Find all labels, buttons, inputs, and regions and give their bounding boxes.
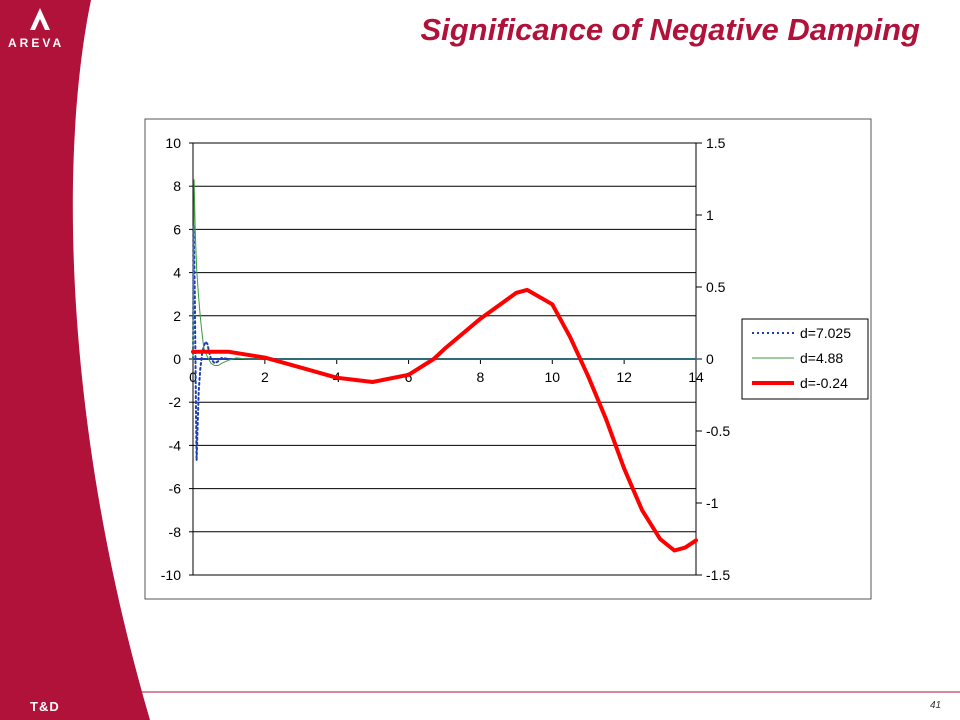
- y-left-tick-label: -8: [169, 524, 182, 540]
- y-left-tick-label: 2: [173, 308, 181, 324]
- x-tick-label: 12: [616, 369, 632, 385]
- brand-name: AREVA: [8, 36, 65, 50]
- y-left-tick-label: 8: [173, 178, 181, 194]
- x-tick-label: 6: [405, 369, 413, 385]
- x-tick-label: 0: [189, 369, 197, 385]
- legend-label: d=4.88: [800, 350, 843, 366]
- x-tick-label: 10: [544, 369, 560, 385]
- y-left-tick-label: 4: [173, 265, 181, 281]
- brand-band: [0, 0, 150, 720]
- legend-label: d=7.025: [800, 325, 851, 341]
- y-right-tick-label: -0.5: [706, 423, 730, 439]
- y-left-tick-label: 6: [173, 221, 181, 237]
- series-line-1: [192, 224, 697, 462]
- y-right-tick-label: 1.5: [706, 135, 726, 151]
- series-line-3: [191, 287, 698, 553]
- y-left-tick-label: -6: [169, 481, 182, 497]
- y-right-tick-label: -1.5: [706, 567, 730, 583]
- page-number: 41: [930, 700, 942, 711]
- y-right-tick-label: 0.5: [706, 279, 726, 295]
- y-left-tick-label: 10: [165, 135, 181, 151]
- x-tick-label: 14: [688, 369, 704, 385]
- areva-logo-icon: [30, 8, 50, 30]
- division-label: T&D: [30, 699, 60, 714]
- y-right-tick-label: 1: [706, 207, 714, 223]
- series-line-2: [192, 179, 697, 366]
- x-tick-label: 2: [261, 369, 269, 385]
- slide-title: Significance of Negative Damping: [420, 12, 920, 47]
- legend-label: d=-0.24: [800, 375, 848, 391]
- y-left-tick-label: -2: [169, 394, 182, 410]
- y-right-tick-label: -1: [706, 495, 719, 511]
- y-left-tick-label: -10: [161, 567, 181, 583]
- y-left-tick-label: 0: [173, 351, 181, 367]
- y-left-tick-label: -4: [169, 437, 182, 453]
- x-tick-label: 8: [477, 369, 485, 385]
- y-right-tick-label: 0: [706, 351, 714, 367]
